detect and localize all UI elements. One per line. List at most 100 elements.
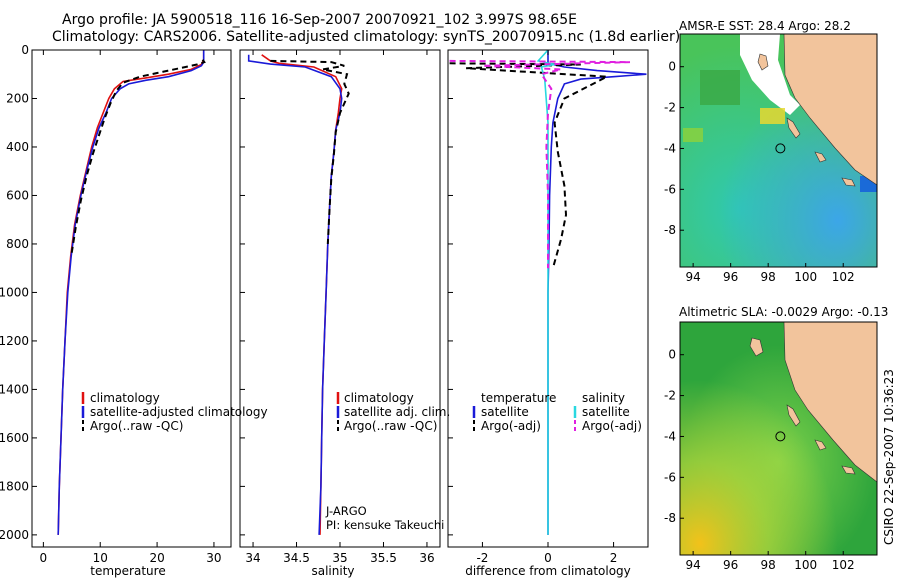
difference-axis: -2 0 2 [448, 49, 618, 565]
legend-satellite-label: satellite-adjusted climatology [90, 405, 268, 419]
lon-tick-label: 96 [723, 558, 738, 572]
sst-float-location-marker [775, 143, 786, 154]
y-tick-label: 1600 [0, 431, 29, 445]
csiro-timestamp: CSIRO 22-Sep-2007 10:36:23 [882, 369, 896, 545]
lon-tick-label: 98 [761, 270, 776, 284]
sla-island [814, 439, 827, 451]
temperature-frame [31, 49, 232, 548]
legend-temperature-title: temperature [481, 391, 556, 405]
x-tick-label: 36 [419, 551, 434, 565]
lon-tick-label: 102 [832, 270, 855, 284]
sla-map-field [680, 322, 877, 555]
lon-tick-label: 100 [794, 270, 817, 284]
sst-sumatra-land [783, 34, 877, 186]
header-line-1: Argo profile: JA 5900518_116 16-Sep-2007… [62, 12, 577, 28]
temperature-panel: 0 200 400 600 800 1000 1200 1400 1600 1800 2000 0 1… [0, 43, 268, 578]
lat-tick-label: -6 [664, 470, 676, 484]
x-tick-label: 30 [206, 551, 221, 565]
sst-island [757, 53, 769, 71]
temperature-xlabel: temperature [90, 564, 165, 578]
x-tick-label: 34 [245, 551, 260, 565]
sst-dark-green-patch [700, 70, 740, 105]
series-temperature-argo-adj [449, 62, 611, 269]
salinity-xlabel: salinity [311, 564, 354, 578]
lat-tick-label: -8 [664, 511, 676, 525]
legend-sal-argo-label: Argo(-adj) [582, 419, 642, 433]
legend-climatology-label: climatology [90, 391, 160, 405]
lat-tick-label: -4 [664, 429, 676, 443]
sla-float-location-marker [775, 431, 786, 442]
lon-tick-label: 98 [761, 558, 776, 572]
depth-axis: 0 200 400 600 800 1000 1200 1400 1600 1800 2000 [0, 43, 37, 542]
sst-warm-patch [760, 108, 785, 124]
lat-tick-label: -6 [664, 182, 676, 196]
sla-map-title: Altimetric SLA: -0.0029 Argo: -0.13 [679, 305, 888, 319]
y-tick-label: 800 [6, 237, 29, 251]
x-tick-label: 0 [40, 551, 48, 565]
salinity-plot-area [247, 54, 350, 535]
y-tick-label: 0 [21, 43, 29, 57]
temperature-plot-area [57, 50, 206, 535]
float-pi-label: PI: kensuke Takeuchi [326, 518, 444, 532]
series-climatology [57, 50, 205, 535]
y-tick-label: 2000 [0, 528, 29, 542]
lon-tick-label: 94 [685, 558, 700, 572]
series-satellite-adj-clim [247, 54, 343, 535]
difference-legend: temperature satellite Argo(-adj) salinit… [472, 391, 642, 433]
lat-tick-label: 0 [668, 348, 676, 362]
legend-salinity-title: salinity [582, 391, 625, 405]
lat-tick-label: 0 [668, 60, 676, 74]
sla-island [786, 404, 801, 427]
difference-plot-area [449, 50, 647, 535]
sla-map: Altimetric SLA: -0.0029 Argo: -0.13 94 96… [664, 305, 888, 572]
salinity-panel: 34 34.5 35 35.5 36 salinity climatology sate… [239, 49, 450, 578]
sla-island [749, 337, 764, 357]
series-argo-raw-qc [70, 59, 206, 257]
sst-map-frame [679, 33, 878, 268]
lat-tick-label: -8 [664, 223, 676, 237]
salinity-legend: climatology satellite adj. clim. Argo(..… [336, 391, 450, 433]
x-tick-label: 34.5 [283, 551, 310, 565]
lat-tick-label: -4 [664, 141, 676, 155]
y-tick-label: 400 [6, 140, 29, 154]
series-argo-raw-qc [270, 59, 350, 245]
temperature-legend: climatology satellite-adjusted climatolo… [81, 391, 268, 433]
lat-tick-label: -2 [664, 101, 676, 115]
legend-temp-argo-label: Argo(-adj) [481, 419, 541, 433]
x-tick-label: 10 [93, 551, 108, 565]
difference-xlabel: difference from climatology [465, 564, 631, 578]
series-salinity-argo-adj [449, 59, 631, 269]
lon-tick-label: 96 [723, 270, 738, 284]
temperature-axis: 0 10 20 30 [40, 50, 222, 565]
y-tick-label: 1200 [0, 334, 29, 348]
salinity-frame [239, 49, 441, 548]
series-satellite-adjusted-climatology [57, 50, 205, 535]
lat-tick-label: -2 [664, 389, 676, 403]
x-tick-label: 0 [544, 551, 552, 565]
x-tick-label: 35 [332, 551, 347, 565]
sla-map-axes: 94 96 98 100 102 0 -2 -4 -6 -8 [664, 348, 855, 572]
legend-argo-label: Argo(..raw -QC) [90, 419, 183, 433]
difference-panel: -2 0 2 difference from climatology tempera… [447, 49, 649, 578]
y-tick-label: 600 [6, 188, 29, 202]
legend-sal-satellite-label: satellite [582, 405, 630, 419]
x-tick-label: -2 [476, 551, 488, 565]
sla-island [841, 465, 856, 475]
sla-sumatra-land [783, 322, 877, 483]
legend-satellite-label: satellite adj. clim. [344, 405, 450, 419]
series-climatology [261, 54, 343, 535]
sst-island [814, 151, 827, 163]
x-tick-label: 35.5 [370, 551, 397, 565]
sla-map-frame [679, 321, 878, 556]
y-tick-label: 1400 [0, 382, 29, 396]
legend-climatology-label: climatology [344, 391, 414, 405]
lon-tick-label: 102 [832, 558, 855, 572]
sst-lime-patch [683, 128, 703, 142]
sst-island [786, 117, 801, 139]
y-tick-label: 1000 [0, 285, 29, 299]
legend-temp-satellite-label: satellite [481, 405, 529, 419]
series-temperature-satellite [547, 50, 647, 535]
sst-island [841, 177, 856, 187]
x-tick-label: 2 [610, 551, 618, 565]
